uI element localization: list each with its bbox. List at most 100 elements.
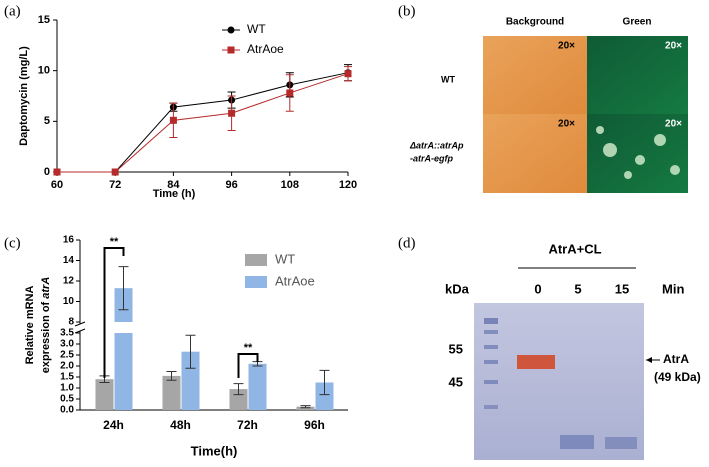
fluorescent-cells	[596, 126, 680, 179]
bar	[315, 382, 334, 410]
y-tick-label: 8	[68, 317, 74, 328]
magnification: 20×	[558, 119, 575, 130]
row-label: ΔatrA::atrAp	[409, 140, 464, 150]
marker	[169, 116, 177, 124]
row-label: WT	[441, 74, 455, 84]
lane-label: 15	[615, 281, 629, 296]
unit-label: kDa	[445, 281, 470, 296]
marker-label: 55	[449, 341, 463, 356]
legend-label: AtrAoe	[247, 42, 284, 56]
y-axis-title: expression of atrA	[40, 277, 52, 374]
legend-label: WT	[275, 251, 295, 266]
y-tick-label: 0	[44, 166, 50, 178]
magnification: 20×	[665, 41, 682, 52]
lane-label: 5	[574, 281, 581, 296]
x-tick-label: 72h	[237, 418, 258, 432]
y-tick-label: 3.5	[60, 328, 74, 339]
panel-label: (d)	[398, 235, 416, 251]
fluorescence-image	[587, 114, 688, 193]
x-tick-label: 96	[225, 179, 237, 191]
x-tick-label: 84	[167, 179, 180, 191]
bar	[162, 375, 181, 410]
y-tick-label: 1.5	[60, 372, 74, 383]
legend-label: WT	[247, 22, 266, 36]
x-tick-label: 24h	[103, 418, 124, 432]
panel-label: (a)	[4, 3, 21, 19]
bright-field-image	[483, 36, 587, 114]
x-tick-label: 108	[281, 179, 299, 191]
error-bar	[300, 405, 311, 409]
marker	[286, 89, 294, 97]
fluorescence-image	[587, 36, 688, 114]
y-tick-label: 10	[38, 65, 50, 77]
legend-marker	[227, 26, 235, 34]
marker	[344, 70, 352, 78]
x-tick-label: 72	[109, 179, 121, 191]
line	[57, 72, 349, 173]
bar	[114, 333, 133, 410]
legend-swatch	[245, 276, 267, 288]
row-label: -atrA-egfp	[410, 153, 453, 163]
magnification: 20×	[558, 41, 575, 52]
band-size: (49 kDa)	[654, 370, 701, 384]
y-tick-label: 14	[63, 255, 75, 266]
panel-label: (c)	[4, 235, 21, 251]
band-arrow-head	[646, 357, 652, 363]
y-axis-title-gene: atrA	[40, 277, 52, 299]
y-tick-label: 0.0	[60, 405, 74, 416]
y-tick-label: 0.5	[60, 394, 74, 405]
y-tick-label: 2.5	[60, 350, 74, 361]
significance-bracket	[237, 353, 259, 378]
magnification: 20×	[665, 119, 682, 130]
gel-image	[474, 303, 644, 460]
marker	[228, 109, 236, 117]
y-tick-label: 1.0	[60, 383, 74, 394]
panel-d: (d) AtrA+CL kDa 0 5 15 Min 55 45 AtrA (4…	[398, 235, 701, 460]
line	[57, 73, 349, 173]
band-label: AtrA	[663, 352, 689, 366]
panel-c: (c) Time(h) Relative mRNA expression of …	[4, 235, 348, 458]
x-tick-label: 96h	[304, 418, 325, 432]
bar	[296, 406, 315, 410]
y-tick-label: 16	[63, 235, 75, 246]
y-axis-title: expression of	[40, 301, 52, 373]
y-axis-title: Daptomycin (mg/L)	[18, 46, 30, 146]
y-tick-label: 3.0	[60, 339, 74, 350]
gel-bands	[484, 318, 637, 449]
axis-break	[74, 321, 86, 327]
axis-break	[74, 328, 86, 334]
panel-label: (b)	[398, 3, 416, 19]
legend-swatch	[245, 254, 267, 266]
y-tick-label: 15	[38, 14, 50, 26]
y-axis-title: Relative mRNA	[24, 286, 36, 365]
significance-label: **	[244, 342, 253, 354]
marker	[53, 168, 61, 176]
significance-label: **	[110, 236, 119, 248]
gel-header: AtrA+CL	[548, 241, 601, 256]
bar	[95, 379, 114, 410]
lane-unit: Min	[662, 281, 684, 296]
legend-label: AtrAoe	[275, 273, 315, 288]
bar	[248, 363, 267, 410]
x-tick-label: 60	[51, 179, 63, 191]
lane-label: 0	[534, 281, 541, 296]
error-bar	[319, 369, 330, 396]
bright-field-image	[483, 114, 587, 193]
y-tick-label: 5	[44, 115, 50, 127]
error-bar	[118, 266, 129, 311]
panel-a: (a) Time (h) Daptomycin (mg/L) 60 72 84 96 1…	[4, 3, 357, 199]
x-axis-title: Time(h)	[191, 443, 238, 458]
y-tick-label: 10	[63, 296, 75, 307]
x-tick-label: 48h	[170, 418, 191, 432]
marker-label: 45	[449, 374, 463, 389]
bar	[181, 351, 200, 410]
column-header: Background	[506, 17, 564, 28]
panel-b: (b) Background Green 20× 20× 20× 20× WT …	[398, 3, 688, 193]
y-tick-label: 2.0	[60, 361, 74, 372]
error-bar	[166, 371, 177, 381]
legend-marker	[227, 46, 235, 54]
x-tick-label: 120	[339, 179, 357, 191]
x-axis-title: Time (h)	[153, 188, 196, 200]
y-tick-label: 12	[63, 276, 75, 287]
